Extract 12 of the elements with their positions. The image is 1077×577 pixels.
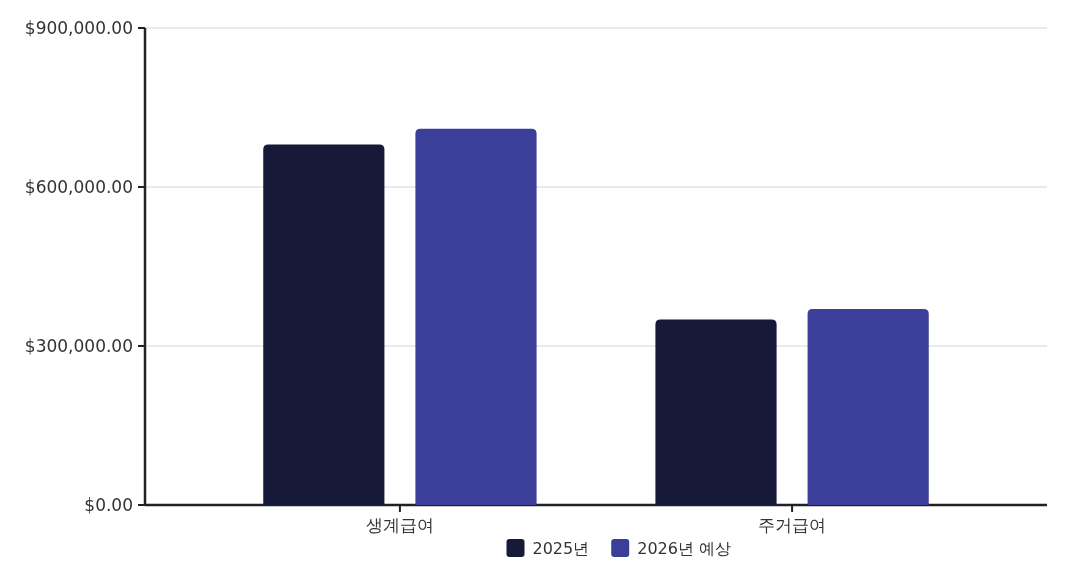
- bar: [807, 308, 929, 505]
- y-tick-label: $0.00: [84, 495, 133, 515]
- legend-label: 2026년 예상: [637, 539, 732, 558]
- bar: [415, 128, 537, 505]
- legend-label: 2025년: [532, 539, 590, 558]
- bar: [263, 144, 385, 505]
- y-tick-label: $900,000.00: [24, 18, 133, 38]
- y-tick-label: $600,000.00: [24, 177, 133, 197]
- bar: [655, 319, 777, 505]
- x-tick-label: 주거급여: [758, 515, 827, 535]
- x-tick-label: 생계급여: [365, 515, 434, 535]
- y-tick-label: $300,000.00: [24, 336, 133, 356]
